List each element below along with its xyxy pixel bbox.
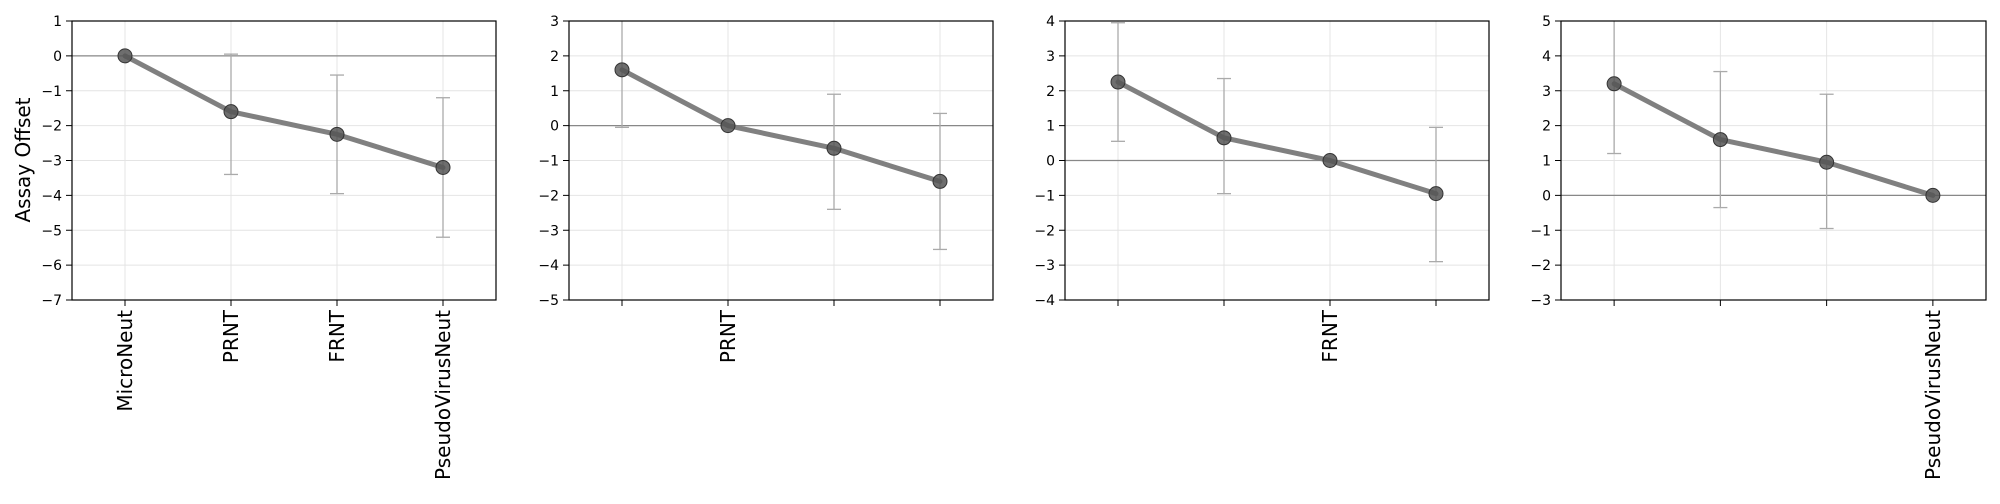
y-tick-label: −1 (538, 154, 559, 170)
x-tick-label: FRNT (1318, 309, 1342, 362)
data-point (1819, 154, 1835, 170)
y-tick-label: 2 (1046, 84, 1055, 100)
y-tick-label: −1 (1034, 188, 1055, 204)
y-tick-label: 0 (1542, 188, 1551, 204)
data-point (223, 104, 239, 120)
y-tick-label: 5 (1542, 14, 1551, 30)
y-tick-label: −2 (1034, 223, 1055, 239)
panel-1: 1 0 −1 −2 −3 −4 −5 −6 −7 MicroNeut PRNT FRNT PseudoV… (41, 14, 497, 480)
data-point (1110, 74, 1126, 90)
y-tick-label: −5 (41, 223, 62, 239)
y-tick-label: −6 (41, 258, 62, 274)
y-tick-label: −4 (1034, 293, 1055, 309)
y-tick-label: −3 (1530, 293, 1551, 309)
y-tick-label: −3 (1034, 258, 1055, 274)
y-tick-label: −3 (41, 154, 62, 170)
y-tick-label: 2 (550, 49, 559, 65)
y-tick-label: −1 (41, 84, 62, 100)
series-line (122, 53, 446, 170)
data-point (932, 173, 948, 189)
y-tick-label: 1 (1542, 154, 1551, 170)
y-tick-label: 3 (1542, 84, 1551, 100)
x-tick-label: PRNT (219, 309, 243, 363)
x-tick-label: FRNT (325, 309, 349, 362)
data-point (1925, 187, 1941, 203)
y-tick-label: 0 (550, 119, 559, 135)
y-tick-label: 0 (53, 49, 62, 65)
y-tick-label: −2 (1530, 258, 1551, 274)
data-point (720, 118, 736, 134)
y-tick-label: 1 (1046, 119, 1055, 135)
x-tick-label: PseudoVirusNeut (431, 310, 455, 480)
y-tick-label: 4 (1046, 14, 1055, 30)
y-tick-label: −1 (1530, 223, 1551, 239)
y-tick-label: 3 (1046, 49, 1055, 65)
data-point (1606, 76, 1622, 92)
data-point (1322, 153, 1338, 168)
panel-3: 4 3 2 1 0 −1 −2 −3 −4 FRNT (1034, 14, 1490, 363)
data-point (435, 159, 451, 175)
y-tick-label: 2 (1542, 119, 1551, 135)
x-tick-label: MicroNeut (113, 310, 137, 412)
series-line (1611, 81, 1936, 198)
series-line (1115, 79, 1439, 197)
y-tick-label: −2 (538, 188, 559, 204)
y-tick-label: −2 (41, 119, 62, 135)
panel-4: 5 4 3 2 1 0 −1 −2 −3 PseudoVirusNeut (1530, 14, 1987, 480)
y-tick-label: −4 (41, 188, 62, 204)
x-tick-label: PRNT (716, 309, 740, 363)
y-tick-label: 0 (1046, 154, 1055, 170)
y-tick-label: −7 (41, 293, 62, 309)
x-tick-label: PseudoVirusNeut (1921, 310, 1945, 480)
data-point (1216, 130, 1232, 146)
data-point (614, 62, 630, 78)
y-tick-label: 1 (550, 84, 559, 100)
data-point (117, 48, 133, 64)
series-line (619, 67, 943, 184)
y-tick-label: 1 (53, 14, 62, 30)
data-point (329, 126, 345, 142)
panel-2: 3 2 1 0 −1 −2 −3 −4 −5 PRNT (538, 14, 994, 363)
y-tick-label: −5 (538, 293, 559, 309)
y-axis-label: Assay Offset (11, 97, 35, 222)
y-tick-label: −4 (538, 258, 559, 274)
data-point (826, 140, 842, 156)
y-tick-label: 3 (550, 14, 559, 30)
data-point (1428, 186, 1444, 202)
y-tick-label: −3 (538, 223, 559, 239)
data-point (1712, 132, 1728, 148)
y-tick-label: 4 (1542, 49, 1551, 65)
